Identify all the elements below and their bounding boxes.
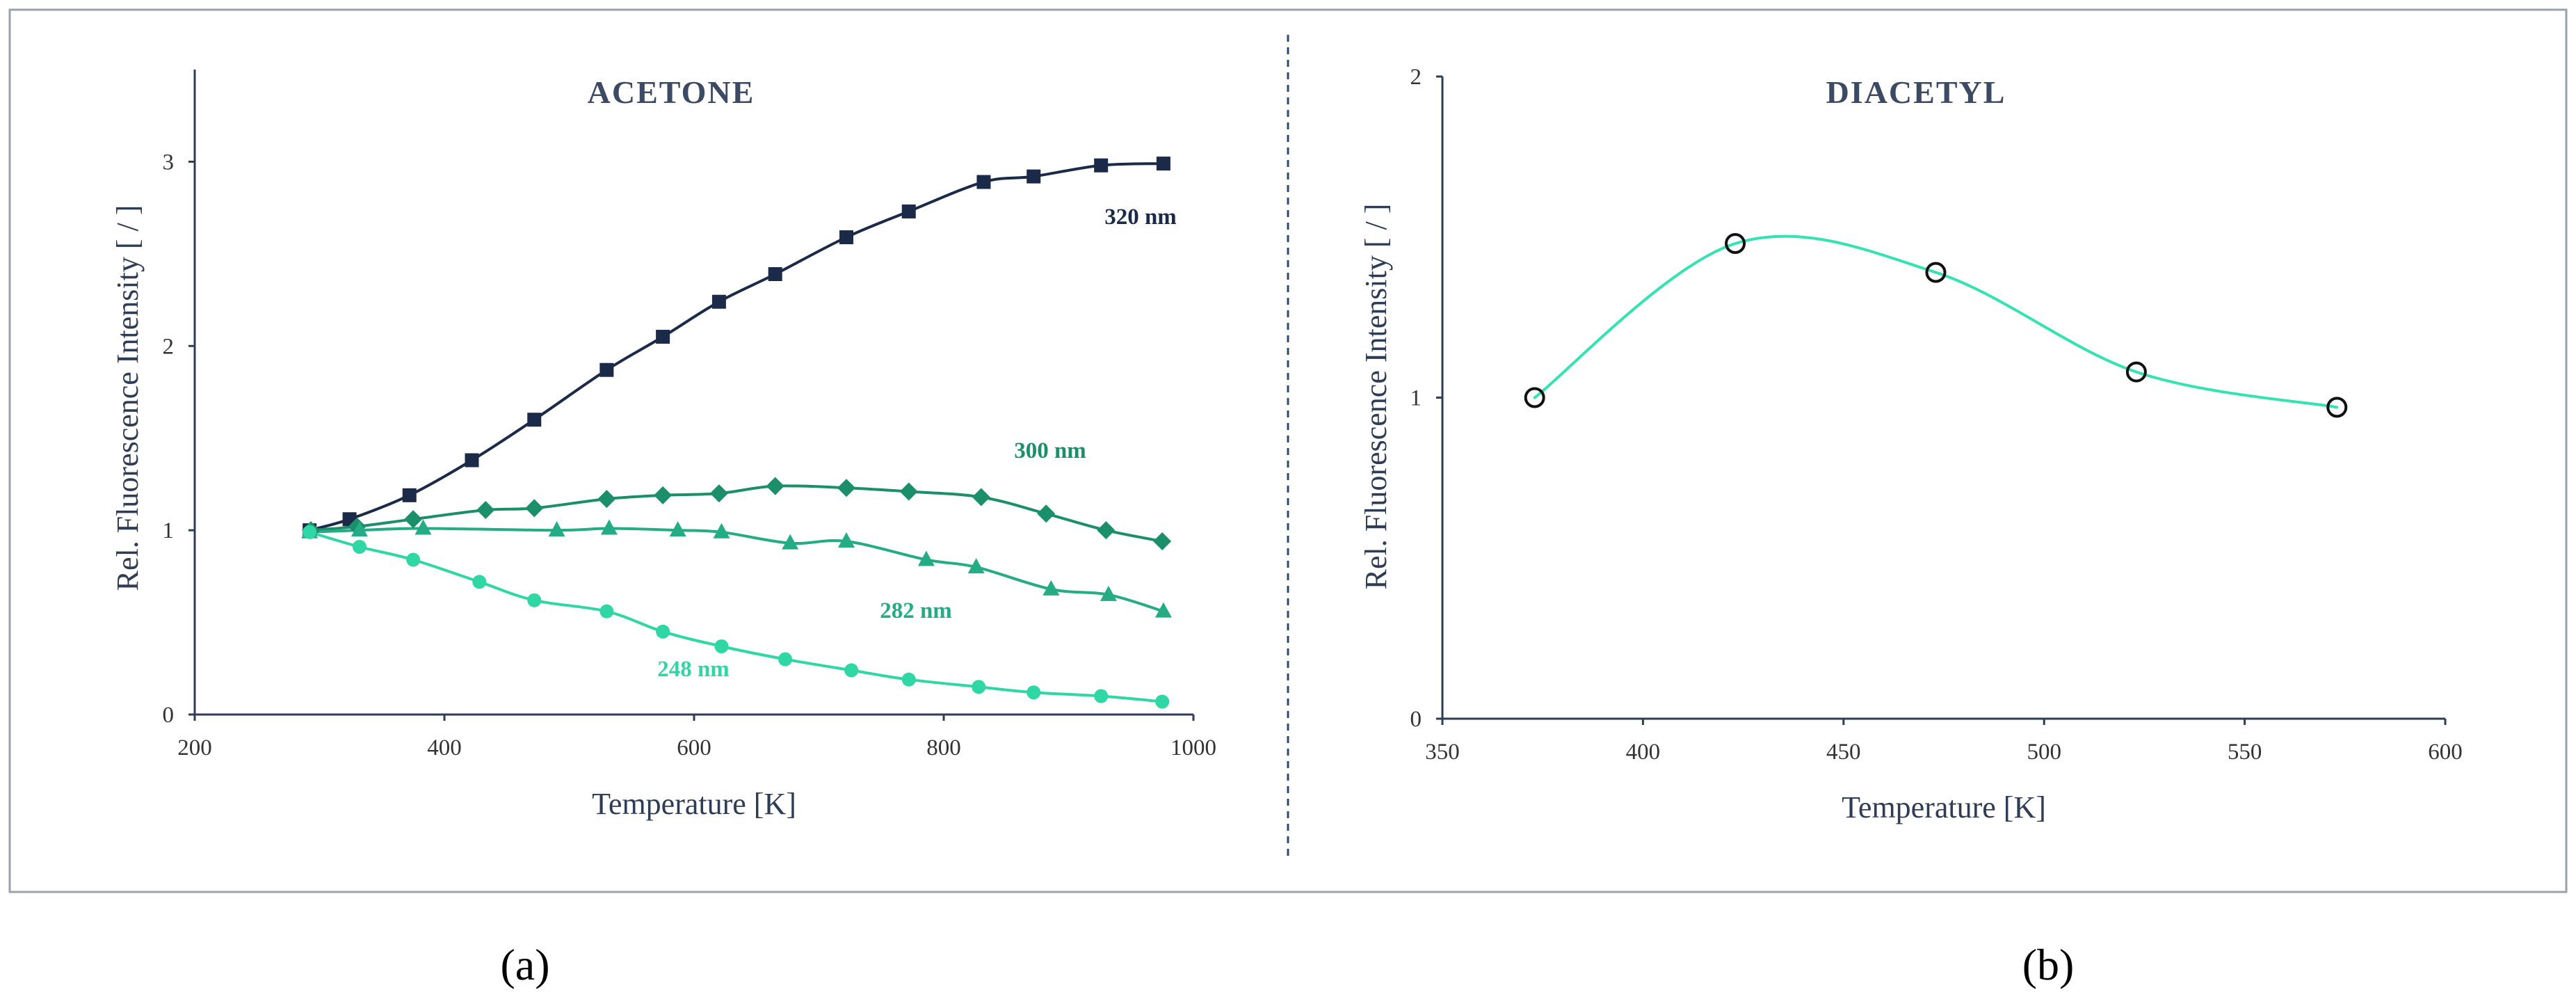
acetone-point-282nm (1154, 602, 1172, 618)
acetone-line-320nm (308, 162, 1165, 532)
diacetyl-point-series1 (1725, 232, 1746, 254)
acetone-y-tick-label: 2 (163, 334, 175, 359)
acetone-point-300nm (654, 486, 673, 504)
acetone-point-320nm (527, 413, 542, 427)
acetone-point-300nm (476, 501, 495, 520)
diacetyl-point-series1 (1925, 262, 1947, 283)
acetone-point-300nm (709, 484, 728, 503)
diacetyl-x-tick-label: 450 (1826, 740, 1861, 765)
acetone-point-248nm (303, 525, 317, 539)
acetone-y-axis-title: Rel. Fluorescence Intensity [ / ] (111, 205, 145, 591)
acetone-x-tick-label: 1000 (1170, 735, 1216, 760)
acetone-point-282nm (967, 558, 985, 574)
acetone-line-300nm (309, 484, 1164, 543)
acetone-point-282nm (351, 521, 368, 537)
acetone-x-axis-title: Temperature [K] (592, 787, 796, 821)
acetone-line-282nm (308, 527, 1165, 613)
acetone-point-320nm (402, 488, 417, 502)
acetone-x-tick-label: 200 (177, 735, 212, 760)
acetone-y-tick-label: 3 (163, 150, 175, 175)
acetone-line-248nm (308, 530, 1164, 703)
diacetyl-x-tick-label: 500 (2027, 740, 2061, 765)
diacetyl-point-series1 (2326, 397, 2348, 418)
acetone-point-320nm (599, 362, 614, 377)
acetone-point-320nm (656, 330, 670, 344)
acetone-x-tick-label: 800 (926, 735, 961, 760)
acetone-point-320nm (768, 266, 782, 281)
series-label-320nm: 320 nm (1104, 205, 1177, 230)
diacetyl-y-axis-title: Rel. Fluorescence Intensity [ / ] (1359, 204, 1393, 590)
acetone-point-320nm (839, 230, 853, 245)
acetone-x-tick-label: 600 (677, 735, 711, 760)
diacetyl-x-tick-label: 550 (2228, 740, 2262, 765)
acetone-point-248nm (901, 672, 916, 687)
acetone-point-300nm (1097, 521, 1116, 540)
acetone-point-300nm (837, 479, 855, 497)
diacetyl-y-tick-label: 2 (1410, 65, 1422, 90)
acetone-point-300nm (1153, 532, 1172, 551)
acetone-point-320nm (465, 453, 479, 468)
acetone-point-282nm (917, 550, 935, 566)
acetone-x-tick-label: 400 (427, 735, 462, 760)
diacetyl-line-series1 (1533, 234, 2339, 409)
diacetyl-point-series1 (1524, 387, 1545, 408)
acetone-point-248nm (1027, 685, 1041, 700)
acetone-point-320nm (711, 294, 726, 309)
acetone-point-300nm (525, 499, 544, 518)
acetone-point-320nm (901, 204, 916, 218)
acetone-point-300nm (597, 490, 616, 509)
acetone-point-248nm (714, 639, 729, 654)
acetone-point-248nm (352, 539, 367, 554)
figure-frame (8, 8, 2568, 893)
acetone-point-282nm (782, 534, 799, 550)
series-label-300nm: 300 nm (1014, 438, 1086, 463)
acetone-point-300nm (972, 488, 990, 507)
diacetyl-x-axis-title: Temperature [K] (1842, 790, 2046, 824)
diacetyl-chart: DIACETYL Temperature [K] Rel. Fluorescen… (1359, 65, 2463, 824)
acetone-point-282nm (1100, 585, 1117, 601)
acetone-point-248nm (406, 552, 421, 567)
diacetyl-y-tick-label: 0 (1410, 707, 1422, 732)
acetone-chart-title: ACETONE (588, 74, 755, 110)
acetone-point-282nm (414, 519, 432, 535)
acetone-y-tick-label: 1 (163, 518, 175, 543)
diacetyl-point-series1 (2125, 361, 2147, 383)
acetone-point-248nm (656, 624, 670, 639)
acetone-point-282nm (669, 521, 686, 537)
acetone-point-248nm (778, 652, 793, 667)
acetone-point-282nm (837, 532, 855, 548)
acetone-point-320nm (1094, 158, 1109, 173)
acetone-point-248nm (972, 680, 986, 694)
acetone-point-248nm (472, 575, 487, 589)
panel-label-a: (a) (500, 940, 549, 989)
diacetyl-x-tick-label: 350 (1425, 740, 1460, 765)
acetone-point-300nm (899, 482, 918, 501)
acetone-point-248nm (1155, 694, 1170, 709)
panel-label-b: (b) (2022, 940, 2075, 989)
acetone-point-300nm (766, 477, 784, 495)
acetone-point-248nm (527, 593, 542, 607)
acetone-point-282nm (600, 519, 618, 535)
acetone-point-282nm (713, 523, 730, 539)
diacetyl-y-tick-label: 1 (1410, 386, 1422, 411)
acetone-point-320nm (1156, 157, 1170, 171)
acetone-point-300nm (404, 510, 423, 529)
diacetyl-x-tick-label: 600 (2428, 740, 2463, 765)
series-label-248nm: 248 nm (657, 657, 730, 682)
acetone-point-320nm (1027, 169, 1041, 184)
acetone-y-tick-label: 0 (163, 703, 175, 728)
acetone-chart: ACETONE Temperature [K] Rel. Fluorescenc… (111, 70, 1216, 821)
acetone-point-282nm (548, 521, 565, 537)
series-label-282nm: 282 nm (880, 598, 952, 623)
acetone-point-282nm (1043, 580, 1060, 596)
diacetyl-x-tick-label: 400 (1626, 740, 1661, 765)
acetone-point-320nm (976, 175, 991, 189)
acetone-point-248nm (844, 663, 859, 678)
acetone-point-248nm (599, 604, 614, 619)
acetone-point-248nm (1094, 689, 1109, 703)
diacetyl-chart-title: DIACETYL (1826, 74, 2006, 110)
acetone-point-300nm (1037, 504, 1056, 523)
